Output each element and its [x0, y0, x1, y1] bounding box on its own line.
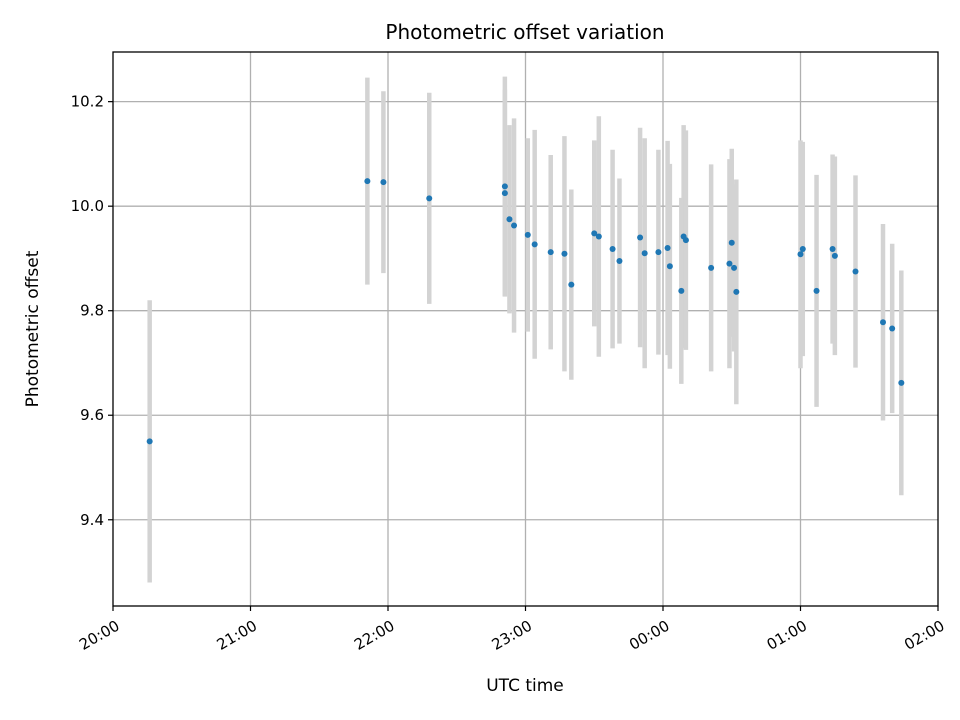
y-axis-title: Photometric offset [23, 250, 43, 407]
data-point [637, 234, 644, 241]
data-point [595, 233, 602, 240]
data-point [880, 319, 886, 326]
data-point [666, 263, 673, 270]
data-point [501, 190, 508, 197]
data-point [426, 195, 433, 202]
data-point [831, 252, 838, 259]
data-point [531, 241, 538, 248]
data-point [506, 216, 513, 223]
chart-title: Photometric offset variation [385, 20, 664, 44]
data-points [146, 178, 905, 445]
y-tick-label: 10.2 [71, 93, 104, 111]
data-point [728, 239, 735, 246]
data-point [708, 264, 715, 271]
data-point [813, 287, 820, 294]
data-point [852, 268, 859, 275]
y-tick-label: 10.0 [71, 197, 104, 215]
data-point [889, 325, 896, 332]
y-tick-label: 9.4 [80, 511, 104, 529]
data-point [682, 237, 689, 244]
x-axis-title: UTC time [486, 676, 564, 696]
data-point [797, 251, 804, 258]
data-point [380, 179, 387, 186]
data-point [726, 260, 733, 267]
grid [113, 52, 938, 606]
data-point [678, 287, 685, 294]
data-point [501, 183, 508, 190]
data-point [616, 258, 623, 265]
data-point [799, 246, 806, 253]
data-point [655, 249, 662, 256]
data-point [731, 264, 738, 271]
data-point [829, 246, 836, 253]
data-point [898, 379, 905, 386]
y-tick-label: 9.6 [80, 406, 104, 424]
data-point [364, 178, 371, 185]
data-point [733, 288, 740, 295]
y-axis-ticks: 9.4 9.6 9.8 10.0 10.2 [71, 93, 113, 529]
data-point [568, 281, 575, 288]
y-tick-label: 9.8 [80, 302, 104, 320]
data-point [664, 244, 671, 251]
data-point [561, 250, 568, 257]
data-point [547, 249, 554, 256]
data-point [609, 246, 616, 253]
data-point [524, 231, 531, 238]
data-point [146, 438, 153, 445]
data-point [591, 230, 598, 237]
data-point [641, 250, 648, 257]
data-point [511, 222, 518, 229]
